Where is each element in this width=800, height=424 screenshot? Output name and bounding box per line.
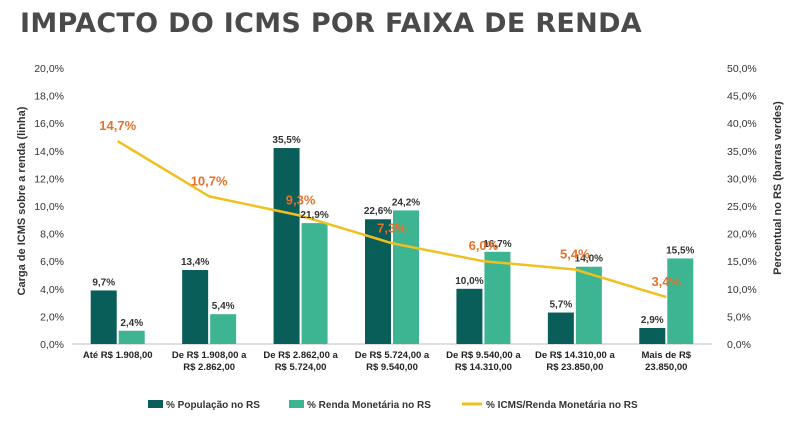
left-tick-label: 16,0% [34, 118, 64, 130]
category-label: De R$ 14.310,00 a [535, 350, 615, 361]
chart-title: IMPACTO DO ICMS POR FAIXA DE RENDA [20, 8, 642, 39]
category-label: Até R$ 1.908,00 [83, 350, 153, 361]
left-axis-title: Carga de ICMS sobre a renda (linha) [16, 106, 28, 295]
left-tick-label: 0,0% [40, 339, 64, 351]
population-bar-label: 35,5% [272, 135, 300, 146]
income-bar-label: 5,4% [212, 301, 235, 312]
income-bar [210, 314, 237, 344]
population-bar [182, 270, 209, 344]
category-label: De R$ 2.862,00 a [263, 350, 338, 361]
right-tick-label: 15,0% [727, 256, 757, 268]
right-tick-label: 25,0% [727, 201, 757, 213]
left-tick-label: 18,0% [34, 91, 64, 103]
right-tick-label: 10,0% [727, 284, 757, 296]
population-bar [90, 290, 117, 344]
left-tick-label: 20,0% [34, 63, 64, 75]
population-bar [639, 327, 666, 344]
line-point-label: 3,4% [651, 274, 681, 289]
income-bar-label: 24,2% [392, 197, 420, 208]
population-bar-label: 5,7% [549, 300, 572, 311]
left-tick-label: 14,0% [34, 146, 64, 158]
left-tick-label: 12,0% [34, 173, 64, 185]
income-bar-label: 14,0% [575, 254, 603, 265]
right-tick-label: 45,0% [727, 91, 757, 103]
population-bar-label: 10,0% [455, 276, 483, 287]
category-label: Mais de R$ [641, 350, 691, 361]
right-tick-label: 5,0% [727, 311, 751, 323]
data-labels: 9,7% 2,4% 13,4% 5,4% 35,5% 21,9% 22,6%24,2% 10,… [92, 118, 694, 329]
line-point-label: 6,0% [469, 238, 499, 253]
right-tick-label: 50,0% [727, 63, 757, 75]
icms-line [117, 140, 667, 299]
income-bar [575, 266, 602, 344]
left-tick-label: 6,0% [40, 256, 64, 268]
left-tick-label: 10,0% [34, 201, 64, 213]
category-label: De R$ 5.724,00 a [355, 350, 430, 361]
income-bar-label: 2,4% [120, 318, 143, 329]
category-label: R$ 23.850,00 [546, 362, 603, 373]
line-point-label: 14,7% [99, 118, 136, 133]
right-axis-title: Percentual no RS (barras verdes) [772, 101, 784, 275]
population-bar-label: 9,7% [92, 277, 115, 288]
legend-label-population: % População no RS [166, 400, 260, 411]
income-bar [484, 251, 511, 344]
population-bar [456, 288, 483, 344]
income-bar [393, 210, 419, 344]
right-tick-label: 20,0% [727, 229, 757, 241]
category-label: R$ 2.862,00 [183, 362, 235, 373]
population-bar [273, 148, 300, 344]
population-bar-label: 2,9% [641, 315, 664, 326]
population-bar-label: 22,6% [364, 206, 392, 217]
left-tick-label: 8,0% [40, 229, 64, 241]
right-tick-label: 40,0% [727, 118, 757, 130]
income-bar-label: 21,9% [300, 210, 328, 221]
category-label: De R$ 9.540,00 a [446, 350, 521, 361]
left-tick-label: 4,0% [40, 284, 64, 296]
income-bar [667, 258, 694, 344]
category-label: De R$ 1.908,00 a [172, 350, 247, 361]
income-bar-label: 15,5% [666, 245, 694, 256]
line-point-label: 9,3% [286, 193, 316, 208]
left-tick-label: 2,0% [40, 311, 64, 323]
population-bar [547, 312, 574, 344]
income-bar-label: 16,7% [483, 239, 511, 250]
right-tick-label: 35,0% [727, 146, 757, 158]
category-label: 23.850,00 [645, 362, 687, 373]
legend-swatch-income [289, 400, 304, 408]
population-bar-label: 13,4% [181, 257, 209, 268]
income-bar [118, 330, 145, 344]
right-tick-label: 30,0% [727, 173, 757, 185]
line-point-label: 10,7% [191, 173, 228, 188]
category-label: R$ 14.310,00 [455, 362, 512, 373]
income-bar [301, 223, 328, 344]
category-label: R$ 9.540,00 [366, 362, 418, 373]
line-point-label: 7,3% [377, 220, 407, 235]
legend-label-income: % Renda Monetária no RS [307, 400, 431, 411]
axes: 0,0% 2,0% 4,0% 6,0% 8,0% 10,0% 12,0% 14,0% 16,0%… [16, 63, 784, 373]
line-point-label: 5,4% [560, 246, 590, 261]
legend-label-line: % ICMS/Renda Monetária no RS [486, 400, 638, 411]
bars [90, 148, 694, 344]
category-label: R$ 5.724,00 [275, 362, 327, 373]
legend-swatch-population [148, 400, 163, 408]
right-tick-label: 0,0% [727, 339, 751, 351]
line-series [117, 140, 667, 299]
legend: % População no RS % Renda Monetária no RS… [148, 400, 638, 411]
